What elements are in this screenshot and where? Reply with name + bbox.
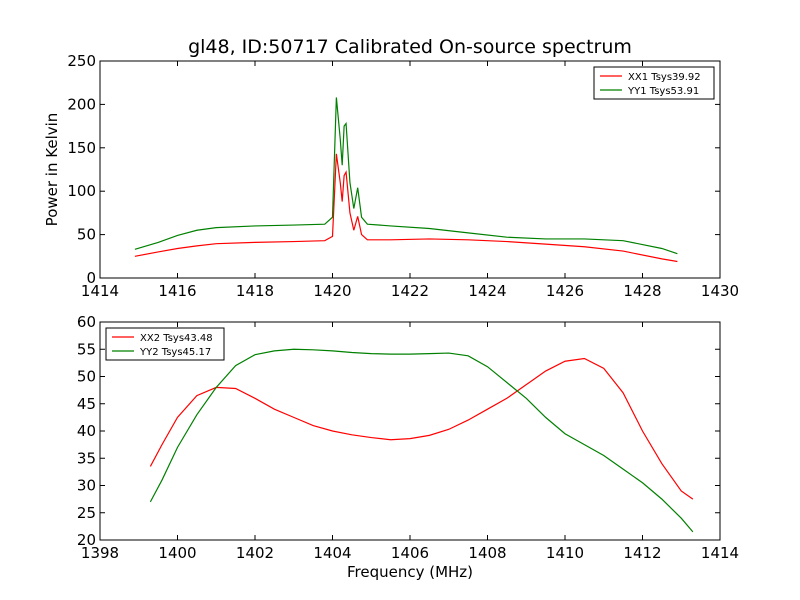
y-axis-label: Power in Kelvin [43, 113, 61, 227]
y-tick-label: 40 [77, 422, 96, 440]
figure-title: gl48, ID:50717 Calibrated On-source spec… [188, 36, 632, 58]
legend-label: YY1 Tsys53.91 [627, 86, 699, 97]
legend-box [105, 327, 225, 361]
x-tick-label: 1424 [468, 282, 506, 300]
legend-label: XX1 Tsys39.92 [628, 72, 701, 83]
legend: XX2 Tsys43.48 YY2 Tsys45.17 [105, 327, 225, 361]
x-tick-label: 1420 [313, 282, 351, 300]
x-tick-label: 1422 [391, 282, 429, 300]
legend-box [593, 66, 715, 100]
top-plot: 1414 1416 1418 1420 1422 1424 1426 1428 1430 0 50 1… [43, 52, 739, 300]
y-tick-label: 55 [77, 340, 96, 358]
y-tick-label: 35 [77, 449, 96, 467]
y-tick-label: 25 [77, 504, 96, 522]
y-tick-label: 0 [86, 269, 96, 287]
x-tick-label: 1410 [546, 544, 584, 562]
x-tick-label: 1398 [81, 544, 119, 562]
x-tick-label: 1416 [158, 282, 196, 300]
y-tick-label: 100 [67, 182, 96, 200]
x-tick-label: 1428 [623, 282, 661, 300]
x-tick-label: 1402 [236, 544, 274, 562]
x-tick-label: 1430 [701, 282, 739, 300]
legend-label: YY2 Tsys45.17 [139, 347, 211, 358]
legend-label: XX2 Tsys43.48 [140, 333, 213, 344]
y-tick-label: 50 [77, 226, 96, 244]
x-tick-label: 1414 [81, 282, 119, 300]
y-tick-label: 30 [77, 477, 96, 495]
series-line-yy [134, 97, 678, 255]
x-tick-label: 1404 [313, 544, 351, 562]
y-tick-label: 45 [77, 395, 96, 413]
legend: XX1 Tsys39.92 YY1 Tsys53.91 [593, 66, 715, 100]
y-tick-label: 50 [77, 368, 96, 386]
y-tick-label: 60 [77, 313, 96, 331]
bottom-plot: 1398 1400 1402 1404 1406 1408 1410 1412 1414 20 25… [77, 313, 739, 562]
y-tick-label: 200 [67, 95, 96, 113]
x-tick-label: 1426 [546, 282, 584, 300]
x-tick-label: 1418 [236, 282, 274, 300]
x-tick-label: 1414 [701, 544, 739, 562]
x-tick-label: 1400 [158, 544, 196, 562]
x-tick-label: 1406 [391, 544, 429, 562]
y-tick-label: 150 [67, 139, 96, 157]
series-line-yy [149, 348, 694, 533]
x-axis-label: Frequency (MHz) [347, 563, 473, 581]
series-line-xx [134, 153, 678, 263]
series-line-xx [149, 357, 694, 500]
x-tick-label: 1408 [468, 544, 506, 562]
y-tick-label: 250 [67, 52, 96, 70]
y-tick-label: 20 [77, 531, 96, 549]
x-tick-label: 1412 [623, 544, 661, 562]
